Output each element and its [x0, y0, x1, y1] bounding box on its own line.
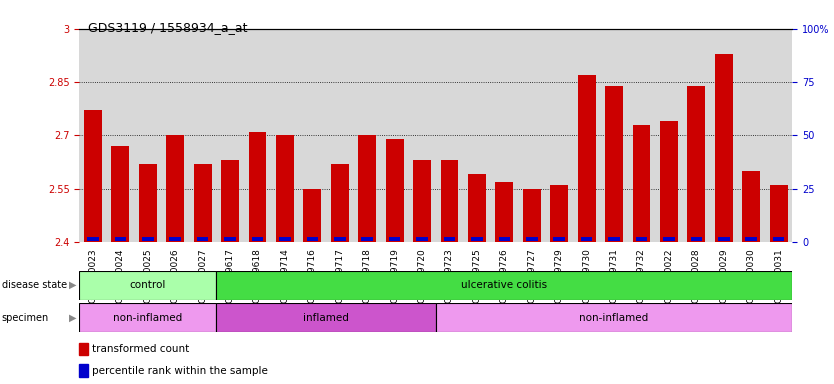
Bar — [746, 237, 757, 241]
Bar — [361, 237, 373, 241]
Bar — [526, 237, 538, 241]
Bar — [197, 237, 208, 241]
Bar — [216, 271, 792, 300]
Bar — [632, 125, 651, 242]
Text: transformed count: transformed count — [92, 344, 189, 354]
Text: control: control — [129, 280, 166, 290]
Bar — [221, 160, 239, 242]
Bar — [580, 237, 592, 241]
Text: ▶: ▶ — [69, 280, 77, 290]
Bar — [166, 135, 184, 242]
Bar — [359, 135, 376, 242]
Bar — [499, 237, 510, 241]
Bar — [276, 135, 294, 242]
Bar — [385, 139, 404, 242]
Text: non-inflamed: non-inflamed — [113, 313, 183, 323]
Bar — [252, 237, 264, 241]
Bar — [139, 164, 157, 242]
Bar — [79, 364, 88, 377]
Bar — [79, 271, 216, 300]
Bar — [331, 164, 349, 242]
Bar — [495, 182, 513, 242]
Bar — [112, 146, 129, 242]
Bar — [435, 303, 792, 332]
Bar — [742, 171, 760, 242]
Text: non-inflamed: non-inflamed — [580, 313, 649, 323]
Bar — [554, 237, 565, 241]
Text: specimen: specimen — [2, 313, 49, 323]
Bar — [224, 237, 236, 241]
Bar — [608, 237, 620, 241]
Bar — [169, 237, 181, 241]
Bar — [663, 237, 675, 241]
Bar — [193, 164, 212, 242]
Bar — [307, 237, 318, 241]
Bar — [468, 174, 486, 242]
Bar — [114, 237, 126, 241]
Bar — [142, 237, 153, 241]
Bar — [523, 189, 540, 242]
Bar — [79, 303, 216, 332]
Bar — [605, 86, 623, 242]
Text: GDS3119 / 1558934_a_at: GDS3119 / 1558934_a_at — [88, 21, 247, 34]
Bar — [304, 189, 321, 242]
Bar — [718, 237, 730, 241]
Bar — [389, 237, 400, 241]
Text: percentile rank within the sample: percentile rank within the sample — [92, 366, 268, 376]
Bar — [578, 75, 595, 242]
Bar — [660, 121, 678, 242]
Text: ulcerative colitis: ulcerative colitis — [461, 280, 547, 290]
Text: ▶: ▶ — [69, 313, 77, 323]
Bar — [416, 237, 428, 241]
Bar — [279, 237, 291, 241]
Text: inflamed: inflamed — [303, 313, 349, 323]
Bar — [79, 343, 88, 356]
Bar — [770, 185, 787, 242]
Bar — [471, 237, 483, 241]
Bar — [87, 237, 98, 241]
Bar — [444, 237, 455, 241]
Bar — [687, 86, 706, 242]
Bar — [84, 111, 102, 242]
Text: disease state: disease state — [2, 280, 67, 290]
Bar — [636, 237, 647, 241]
Bar — [691, 237, 702, 241]
Bar — [440, 160, 459, 242]
Bar — [249, 132, 266, 242]
Bar — [216, 303, 435, 332]
Bar — [773, 237, 785, 241]
Bar — [334, 237, 345, 241]
Bar — [715, 54, 732, 242]
Bar — [413, 160, 431, 242]
Bar — [550, 185, 568, 242]
